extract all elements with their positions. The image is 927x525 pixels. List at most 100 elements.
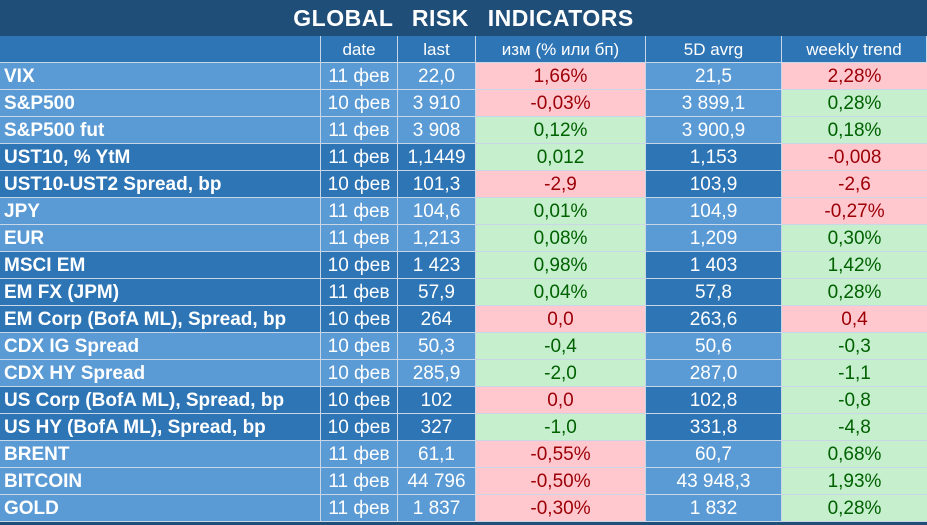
last-value-cell: 57,9: [398, 279, 476, 306]
avg-5d-cell: 1 832: [646, 495, 782, 522]
change-cell: 0,04%: [476, 279, 646, 306]
weekly-trend-cell: 0,18%: [782, 117, 927, 144]
header-date: date: [321, 36, 398, 63]
avg-5d-cell: 60,7: [646, 441, 782, 468]
weekly-trend-cell: 2,28%: [782, 63, 927, 90]
avg-5d-cell: 1 403: [646, 252, 782, 279]
last-value-cell: 44 796: [398, 468, 476, 495]
date-cell: 10 фев: [321, 90, 398, 117]
change-cell: -2,9: [476, 171, 646, 198]
avg-5d-cell: 3 900,9: [646, 117, 782, 144]
last-value-cell: 22,0: [398, 63, 476, 90]
date-cell: 11 фев: [321, 441, 398, 468]
last-value-cell: 327: [398, 414, 476, 441]
indicator-name: UST10, % YtM: [0, 144, 321, 171]
header-last: last: [398, 36, 476, 63]
date-cell: 11 фев: [321, 225, 398, 252]
weekly-trend-cell: 0,4: [782, 306, 927, 333]
avg-5d-cell: 102,8: [646, 387, 782, 414]
date-cell: 11 фев: [321, 468, 398, 495]
weekly-trend-cell: -4,8: [782, 414, 927, 441]
weekly-trend-cell: -1,1: [782, 360, 927, 387]
weekly-trend-cell: 0,28%: [782, 279, 927, 306]
change-cell: 0,08%: [476, 225, 646, 252]
table-title: GLOBAL RISK INDICATORS: [0, 0, 927, 36]
indicator-name: GOLD: [0, 495, 321, 522]
last-value-cell: 1,213: [398, 225, 476, 252]
date-cell: 10 фев: [321, 387, 398, 414]
weekly-trend-cell: -0,3: [782, 333, 927, 360]
indicator-name: UST10-UST2 Spread, bp: [0, 171, 321, 198]
weekly-trend-cell: 0,68%: [782, 441, 927, 468]
avg-5d-cell: 1,153: [646, 144, 782, 171]
header-change: изм (% или бп): [476, 36, 646, 63]
avg-5d-cell: 57,8: [646, 279, 782, 306]
weekly-trend-cell: -0,27%: [782, 198, 927, 225]
last-value-cell: 1 837: [398, 495, 476, 522]
date-cell: 11 фев: [321, 117, 398, 144]
weekly-trend-cell: -0,8: [782, 387, 927, 414]
date-cell: 10 фев: [321, 171, 398, 198]
date-cell: 11 фев: [321, 63, 398, 90]
weekly-trend-cell: 1,42%: [782, 252, 927, 279]
avg-5d-cell: 331,8: [646, 414, 782, 441]
change-cell: -0,50%: [476, 468, 646, 495]
change-cell: -1,0: [476, 414, 646, 441]
last-value-cell: 104,6: [398, 198, 476, 225]
last-value-cell: 3 908: [398, 117, 476, 144]
table-grid: date last изм (% или бп) 5D avrg weekly …: [0, 36, 927, 522]
date-cell: 10 фев: [321, 306, 398, 333]
weekly-trend-cell: 1,93%: [782, 468, 927, 495]
indicator-name: US Corp (BofA ML), Spread, bp: [0, 387, 321, 414]
indicator-name: CDX HY Spread: [0, 360, 321, 387]
change-cell: 0,012: [476, 144, 646, 171]
avg-5d-cell: 50,6: [646, 333, 782, 360]
change-cell: 0,0: [476, 387, 646, 414]
indicator-name: JPY: [0, 198, 321, 225]
change-cell: 0,0: [476, 306, 646, 333]
weekly-trend-cell: 0,30%: [782, 225, 927, 252]
header-weekly-trend: weekly trend: [782, 36, 927, 63]
indicator-name: S&P500: [0, 90, 321, 117]
avg-5d-cell: 263,6: [646, 306, 782, 333]
indicator-name: BITCOIN: [0, 468, 321, 495]
weekly-trend-cell: 0,28%: [782, 495, 927, 522]
avg-5d-cell: 43 948,3: [646, 468, 782, 495]
weekly-trend-cell: -2,6: [782, 171, 927, 198]
date-cell: 10 фев: [321, 414, 398, 441]
indicator-name: S&P500 fut: [0, 117, 321, 144]
last-value-cell: 264: [398, 306, 476, 333]
last-value-cell: 101,3: [398, 171, 476, 198]
indicator-name: CDX IG Spread: [0, 333, 321, 360]
change-cell: 0,01%: [476, 198, 646, 225]
last-value-cell: 285,9: [398, 360, 476, 387]
last-value-cell: 50,3: [398, 333, 476, 360]
change-cell: -0,4: [476, 333, 646, 360]
last-value-cell: 102: [398, 387, 476, 414]
date-cell: 11 фев: [321, 495, 398, 522]
indicator-name: MSCI EM: [0, 252, 321, 279]
avg-5d-cell: 1,209: [646, 225, 782, 252]
weekly-trend-cell: -0,008: [782, 144, 927, 171]
date-cell: 11 фев: [321, 279, 398, 306]
indicator-name: BRENT: [0, 441, 321, 468]
date-cell: 10 фев: [321, 333, 398, 360]
change-cell: -0,30%: [476, 495, 646, 522]
indicator-name: EUR: [0, 225, 321, 252]
avg-5d-cell: 103,9: [646, 171, 782, 198]
date-cell: 10 фев: [321, 252, 398, 279]
last-value-cell: 1 423: [398, 252, 476, 279]
change-cell: 0,98%: [476, 252, 646, 279]
last-value-cell: 3 910: [398, 90, 476, 117]
header-name: [0, 36, 321, 63]
header-5d-avg: 5D avrg: [646, 36, 782, 63]
change-cell: -0,03%: [476, 90, 646, 117]
avg-5d-cell: 3 899,1: [646, 90, 782, 117]
indicator-name: EM FX (JPM): [0, 279, 321, 306]
date-cell: 10 фев: [321, 360, 398, 387]
indicator-name: VIX: [0, 63, 321, 90]
indicator-name: US HY (BofA ML), Spread, bp: [0, 414, 321, 441]
change-cell: -0,55%: [476, 441, 646, 468]
last-value-cell: 61,1: [398, 441, 476, 468]
